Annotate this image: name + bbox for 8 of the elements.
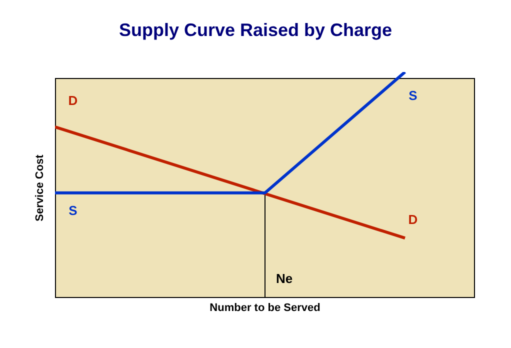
annotation: Ne	[276, 271, 293, 286]
series-label: D	[408, 212, 418, 228]
chart-title: Supply Curve Raised by Charge	[118, 20, 394, 41]
x-axis-title: Number to be Served	[208, 302, 322, 314]
series-label: S	[68, 202, 78, 218]
y-axis-title: Service Cost	[34, 154, 46, 222]
text: D	[68, 92, 78, 108]
text: S	[408, 88, 418, 103]
